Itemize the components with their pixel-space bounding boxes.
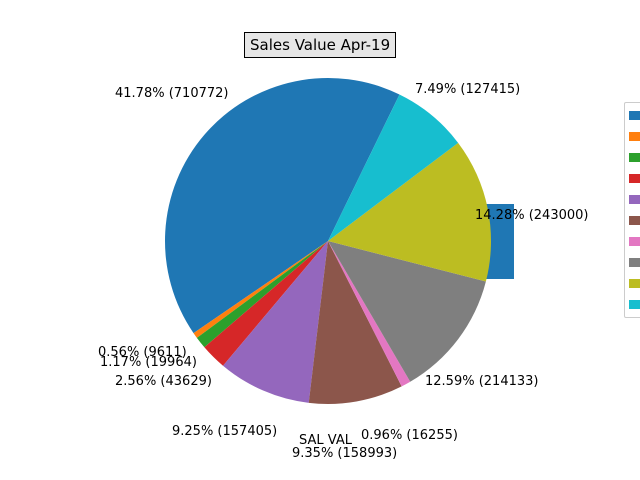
- pie-slice-1: [164, 77, 400, 334]
- pie-slice-6: [308, 241, 402, 404]
- pie-slice-8: [328, 241, 486, 382]
- legend-swatch-9: [629, 279, 640, 288]
- slice-label-7: 0.96% (16255): [361, 428, 458, 443]
- legend-swatch-6: [629, 216, 640, 225]
- legend-swatch-5: [629, 195, 640, 204]
- pie-slice-4: [204, 241, 328, 366]
- pie-slice-3: [196, 241, 328, 348]
- pie-slice-9: [328, 142, 491, 282]
- pie-slice-10: [328, 94, 459, 241]
- chart-title: Sales Value Apr-19: [244, 32, 397, 58]
- slice-label-2: 0.56% (9611): [98, 345, 187, 360]
- legend-swatch-7: [629, 237, 640, 246]
- legend-swatch-10: [629, 300, 640, 309]
- legend-swatch-4: [629, 174, 640, 183]
- series-label: SAL VAL: [299, 433, 353, 448]
- pie-slices: [164, 77, 491, 404]
- pie-slice-2: [193, 241, 328, 338]
- pie-slice-5: [223, 241, 328, 403]
- legend-swatch-1: [629, 111, 640, 120]
- pie-labels: 41.78% (710772) 0.56% (9611)1.17% (19964)…: [98, 82, 588, 461]
- slice-label-4: 2.56% (43629): [115, 374, 212, 389]
- slice-label-5: 9.25% (157405): [172, 424, 277, 439]
- legend: [624, 102, 640, 318]
- slice-label-9: 14.28% (243000): [475, 208, 588, 223]
- slice-label-6: 9.35% (158993): [292, 446, 397, 461]
- slice-label-10: 7.49% (127415): [415, 82, 520, 97]
- slice-label-3: 1.17% (19964): [100, 355, 197, 370]
- slice-label-8: 12.59% (214133): [425, 374, 538, 389]
- slice-label-1: 41.78% (710772): [115, 86, 228, 101]
- legend-swatch-3: [629, 153, 640, 162]
- legend-swatches: [629, 111, 640, 309]
- legend-swatch-2: [629, 132, 640, 141]
- pie-slice-7: [328, 241, 411, 387]
- legend-swatch-8: [629, 258, 640, 267]
